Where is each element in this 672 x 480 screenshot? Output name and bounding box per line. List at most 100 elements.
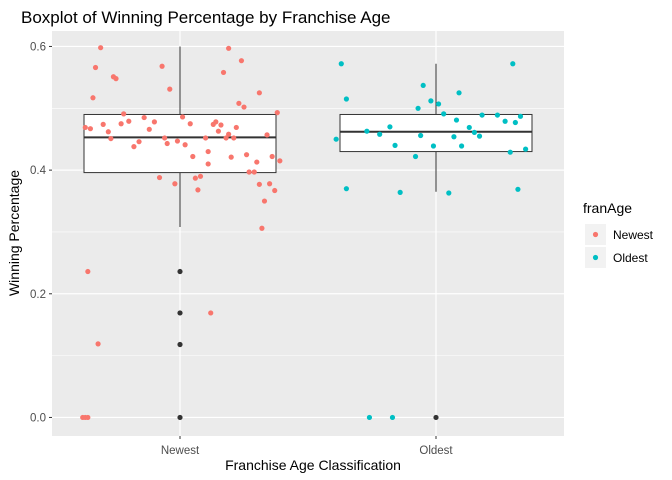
data-point-newest (85, 414, 91, 421)
data-point-oldest (418, 132, 424, 139)
data-point-newest (172, 181, 178, 187)
data-point-newest (182, 142, 188, 148)
y-tick-label: 0.2 (30, 289, 46, 301)
data-point-newest (208, 310, 214, 316)
data-point-newest (131, 144, 137, 150)
data-point-oldest (459, 143, 465, 149)
data-point-newest (243, 152, 250, 158)
data-point-newest (98, 45, 104, 51)
boxes (83, 46, 533, 421)
data-point-oldest (507, 149, 513, 155)
data-point-oldest (523, 146, 529, 152)
legend-item-newest: Newest (585, 224, 654, 245)
data-point-newest (195, 187, 201, 193)
data-point-oldest (502, 118, 508, 124)
data-point-oldest (364, 128, 370, 134)
data-point-newest (264, 132, 270, 138)
data-point-oldest (338, 61, 344, 67)
data-point-newest (90, 95, 96, 101)
data-point-newest (159, 63, 165, 69)
box-iqr (339, 113, 533, 153)
data-point-oldest (430, 143, 437, 149)
y-tick-label: 0.6 (30, 41, 46, 53)
data-point-oldest (343, 96, 349, 102)
data-point-oldest (412, 153, 419, 160)
data-point-newest (220, 69, 227, 76)
grid-minor (52, 107, 564, 356)
data-point-oldest (476, 133, 483, 139)
data-point-newest (82, 124, 88, 131)
data-point-oldest (515, 186, 521, 192)
legend-label: Oldest (613, 251, 648, 265)
data-point-newest (197, 173, 204, 179)
data-point-newest (226, 131, 232, 137)
data-point-newest (151, 119, 157, 125)
data-point-newest (233, 124, 239, 131)
data-point-oldest (479, 112, 485, 118)
data-point-newest (215, 128, 221, 134)
data-point-newest (87, 126, 93, 132)
data-point-oldest (333, 136, 339, 142)
data-point-oldest (471, 129, 477, 136)
data-point-oldest (456, 90, 462, 96)
data-point-oldest (435, 101, 442, 107)
x-tick-label: Newest (161, 445, 200, 457)
data-point-newest (203, 135, 209, 141)
data-point-oldest (510, 61, 516, 67)
data-point-oldest (466, 124, 472, 131)
data-point-newest (205, 161, 211, 167)
data-point-oldest (420, 82, 426, 89)
legend-key-point (592, 254, 599, 261)
data-point-newest (162, 135, 168, 141)
data-point-newest (105, 129, 111, 135)
outlier-point (433, 414, 439, 421)
data-point-newest (190, 153, 196, 160)
x-axis-title: Franchise Age Classification (225, 457, 401, 473)
data-point-newest (267, 181, 273, 187)
box-oldest (339, 63, 533, 421)
y-tick-label: 0.4 (30, 165, 47, 177)
data-point-newest (187, 121, 193, 127)
data-point-oldest (366, 414, 373, 421)
data-point-newest (92, 64, 99, 71)
data-point-oldest (392, 142, 398, 148)
data-point-newest (228, 154, 234, 160)
data-point-oldest (446, 190, 452, 196)
data-point-newest (167, 86, 173, 92)
outlier-point (177, 414, 183, 421)
data-point-newest (236, 100, 242, 106)
legend: franAge Newest Oldest (583, 200, 654, 268)
data-point-oldest (387, 124, 393, 130)
data-point-oldest (494, 112, 501, 118)
data-point-newest (85, 268, 91, 275)
data-point-newest (113, 76, 119, 82)
data-point-newest (272, 187, 278, 194)
data-point-newest (251, 169, 257, 175)
data-point-oldest (441, 111, 447, 117)
data-point-newest (108, 135, 114, 142)
x-tick-label: Oldest (419, 445, 453, 457)
data-point-newest (95, 341, 101, 347)
legend-item-oldest: Oldest (585, 247, 648, 268)
data-point-newest (277, 158, 283, 164)
data-point-oldest (512, 119, 518, 126)
plot-panel (52, 31, 564, 436)
data-point-newest (259, 225, 265, 231)
y-tick-label: 0.0 (30, 412, 46, 424)
data-point-oldest (451, 134, 457, 140)
data-point-newest (118, 121, 124, 127)
jitter-points (80, 45, 529, 421)
outlier-point (177, 268, 183, 275)
legend-label: Newest (613, 228, 654, 242)
data-point-newest (213, 119, 219, 125)
data-point-oldest (389, 414, 396, 421)
data-point-newest (231, 135, 237, 141)
data-point-oldest (428, 98, 434, 104)
box-newest (83, 46, 277, 421)
data-point-oldest (415, 105, 421, 111)
chart-title: Boxplot of Winning Percentage by Franchi… (21, 8, 391, 27)
y-axis-title: Winning Percentage (6, 170, 22, 296)
data-point-newest (192, 175, 198, 181)
data-point-newest (246, 169, 252, 175)
